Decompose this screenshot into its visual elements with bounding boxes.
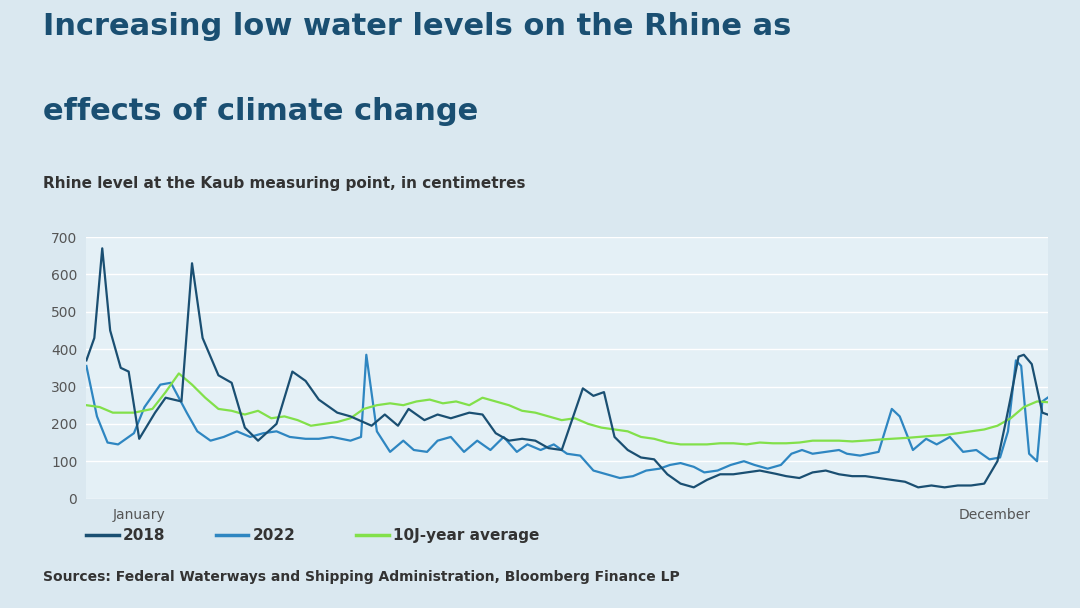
Text: Rhine level at the Kaub measuring point, in centimetres: Rhine level at the Kaub measuring point,… bbox=[43, 176, 526, 192]
Text: Increasing low water levels on the Rhine as: Increasing low water levels on the Rhine… bbox=[43, 12, 792, 41]
Text: Sources: Federal Waterways and Shipping Administration, Bloomberg Finance LP: Sources: Federal Waterways and Shipping … bbox=[43, 570, 680, 584]
Text: 2022: 2022 bbox=[253, 528, 296, 542]
Text: effects of climate change: effects of climate change bbox=[43, 97, 478, 126]
Text: 10J-year average: 10J-year average bbox=[393, 528, 540, 542]
Text: 2018: 2018 bbox=[123, 528, 165, 542]
